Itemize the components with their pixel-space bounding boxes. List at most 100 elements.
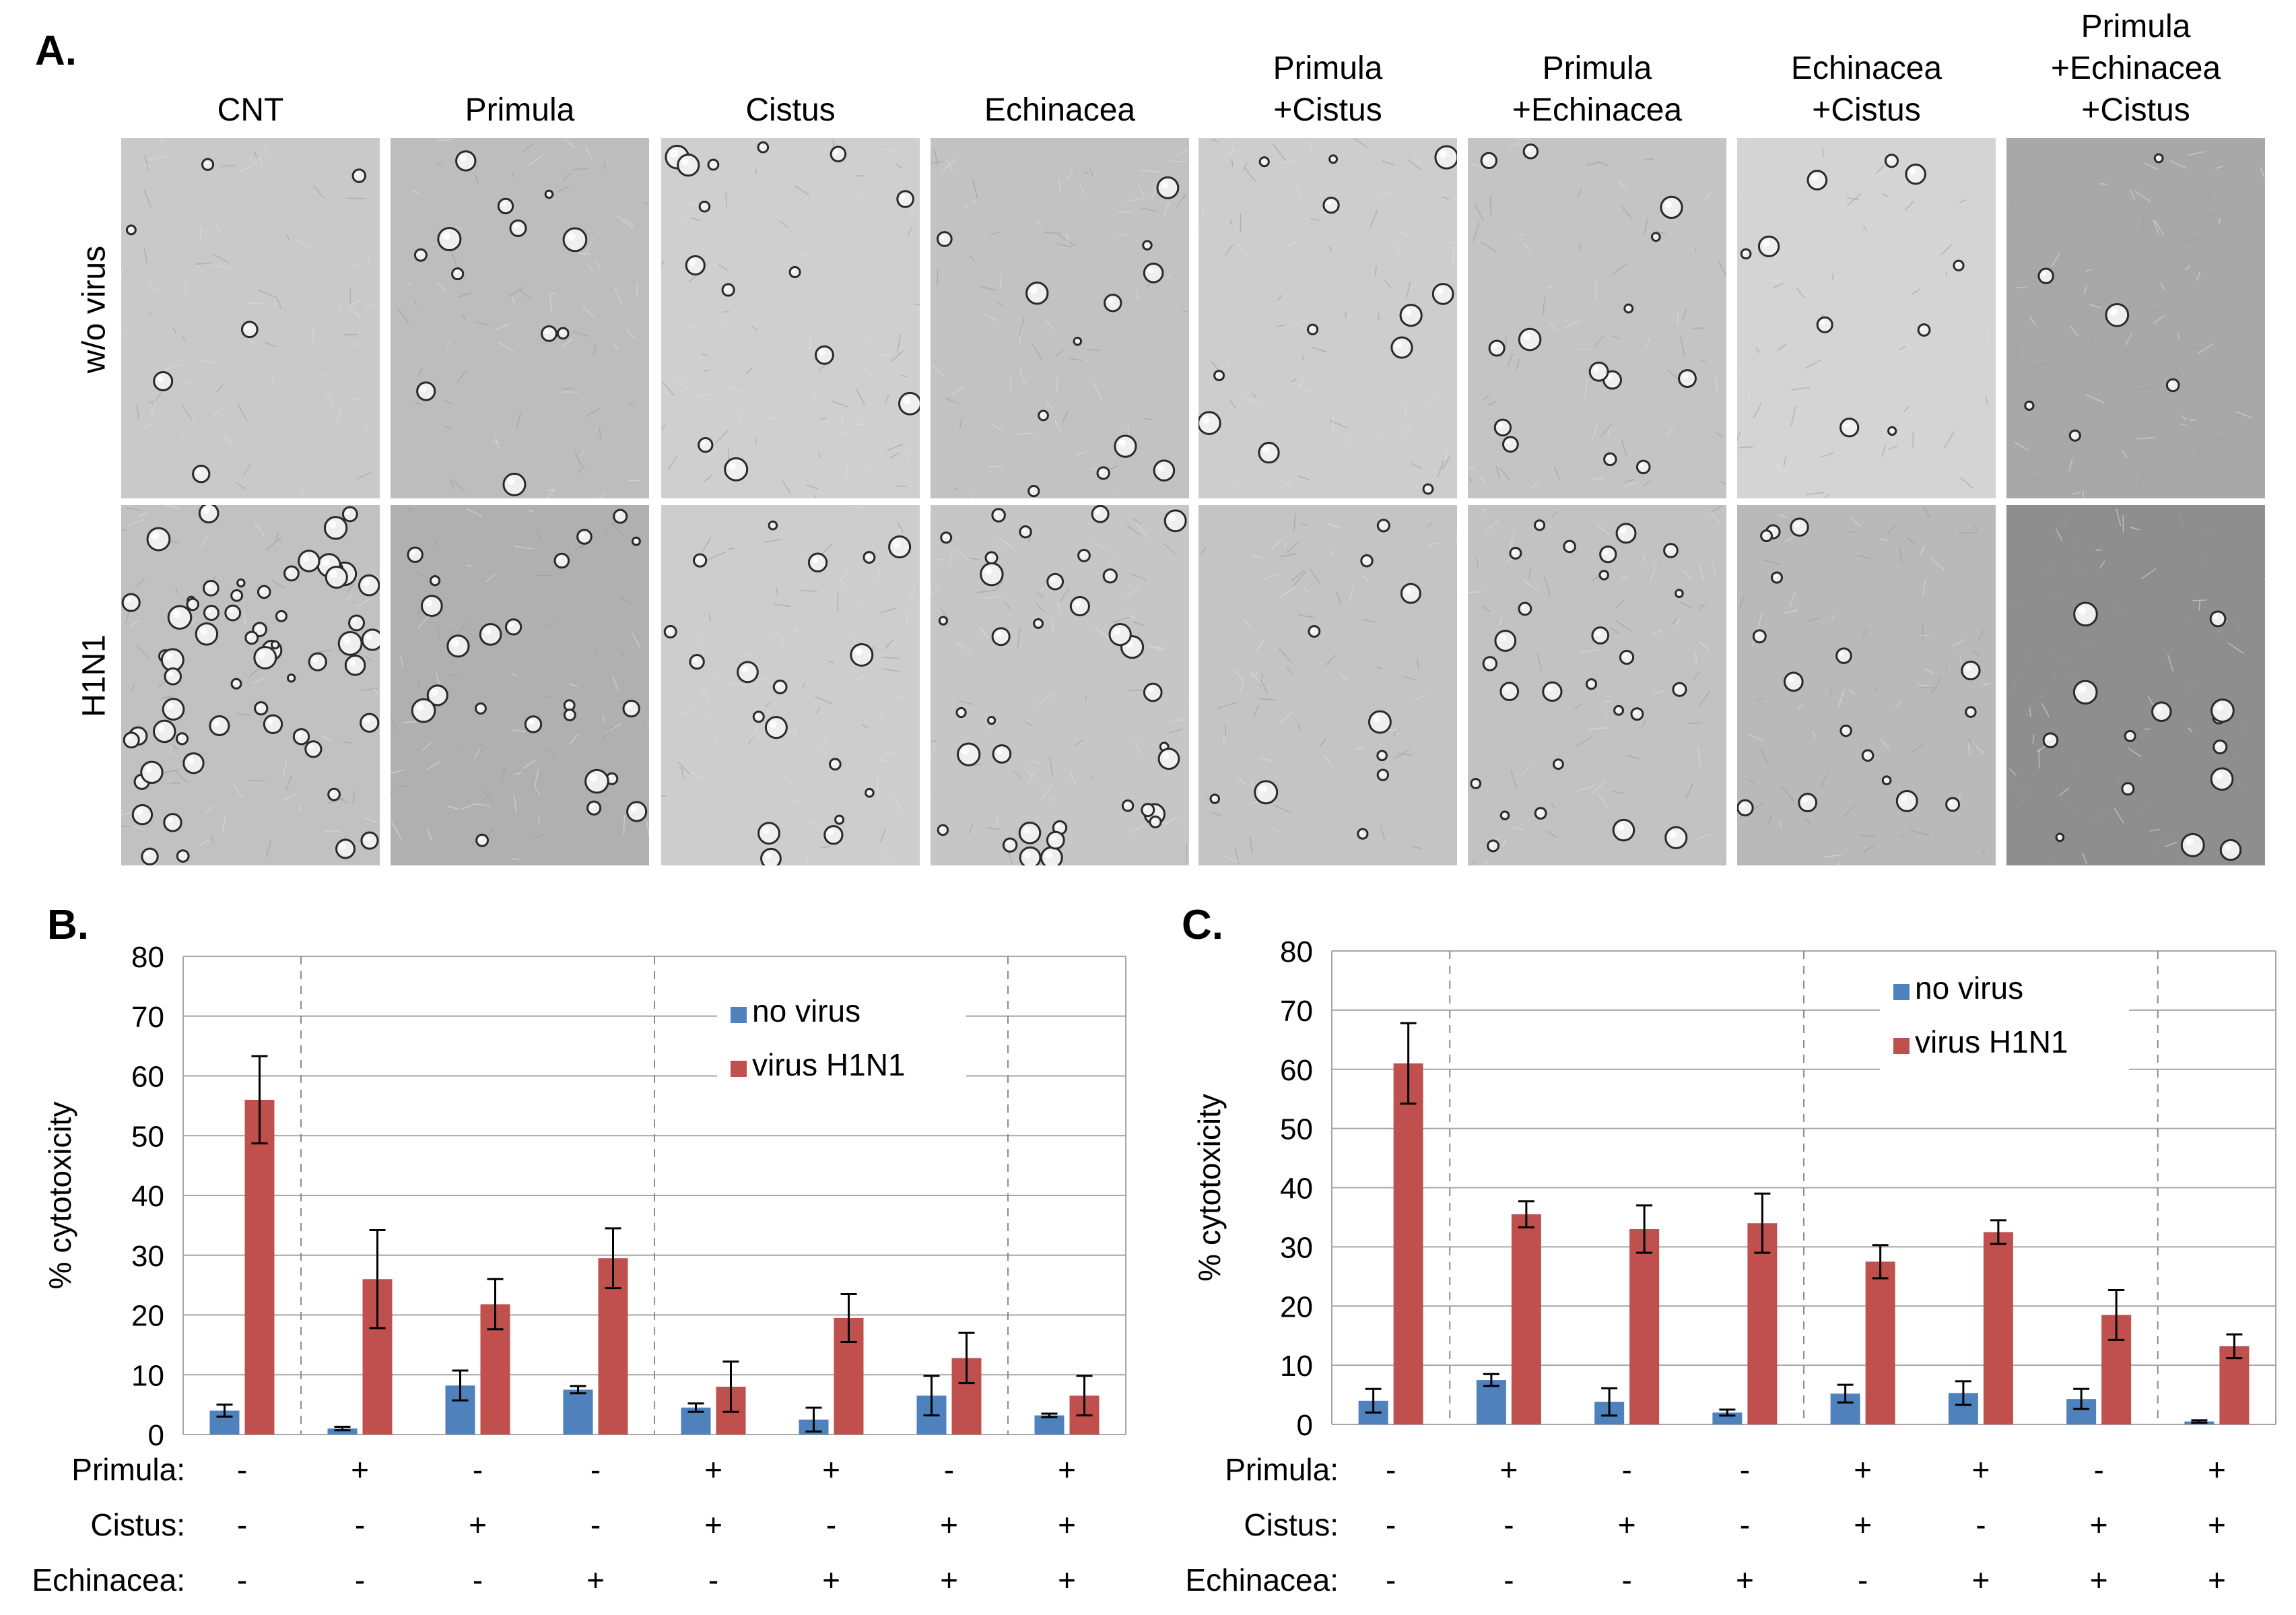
- chart-c-treatment-sign: -: [1386, 1562, 1396, 1597]
- micrograph-h1n1-5: [1468, 505, 1726, 865]
- chart-c-ytick-label: 10: [1280, 1350, 1313, 1383]
- micrograph-h1n1-0: [121, 505, 380, 865]
- chart-b-treatment-label: Cistus:: [90, 1507, 185, 1542]
- chart-b-treatment-sign: +: [940, 1562, 958, 1597]
- micrograph-no-virus-7: [2006, 138, 2265, 498]
- column-header-line: CNT: [121, 90, 380, 131]
- micrograph-h1n1-3: [931, 505, 1189, 865]
- chart-b-treatment-sign: -: [237, 1507, 247, 1542]
- chart-c-ytick-label: 30: [1280, 1231, 1313, 1264]
- chart-b-treatment-sign: -: [237, 1562, 247, 1597]
- chart-c-bar-virus-4: [1866, 1261, 1895, 1424]
- chart-b-treatment-sign: +: [822, 1452, 840, 1487]
- chart-c-treatment-sign: -: [1386, 1507, 1396, 1542]
- chart-b-treatment-label: Echinacea:: [32, 1562, 185, 1597]
- chart-c-treatment-sign: -: [1858, 1562, 1868, 1597]
- chart-c-treatment-sign: +: [2208, 1452, 2226, 1487]
- column-header-line: Cistus: [661, 90, 920, 131]
- chart-b-treatment-sign: +: [704, 1507, 722, 1542]
- micrograph-no-virus-4: [1198, 138, 1457, 498]
- chart-b-y-axis-label: % cytotoxicity: [42, 1102, 77, 1290]
- chart-b-treatment-sign: +: [940, 1507, 958, 1542]
- chart-b-treatment-sign: -: [590, 1507, 601, 1542]
- chart-c-treatment-sign: -: [1504, 1562, 1514, 1597]
- chart-c-ytick-label: 60: [1280, 1054, 1313, 1087]
- chart-c-treatment-sign: +: [1736, 1562, 1754, 1597]
- chart-b-ytick-label: 50: [131, 1120, 164, 1153]
- column-header-line: +Echinacea: [2006, 48, 2265, 90]
- chart-b-ytick-label: 60: [131, 1061, 164, 1094]
- chart-c-treatment-label: Primula:: [1225, 1452, 1339, 1487]
- panel-a-label: A.: [35, 27, 77, 75]
- chart-b-legend-swatch-no-virus: [731, 1007, 747, 1023]
- chart-c-treatment-sign: +: [1854, 1507, 1872, 1542]
- chart-c-treatment-sign: -: [1621, 1452, 1631, 1487]
- chart-b-treatment-sign: -: [355, 1507, 365, 1542]
- chart-c-treatment-sign: -: [1976, 1507, 1986, 1542]
- micrograph-h1n1-4: [1198, 505, 1457, 865]
- column-header-line: +Cistus: [2006, 90, 2265, 131]
- column-header-6: Echinacea+Cistus: [1737, 48, 1996, 131]
- micrograph-h1n1-7: [2006, 505, 2265, 865]
- chart-b-treatment-sign: -: [590, 1452, 601, 1487]
- column-header-line: Primula: [391, 90, 649, 131]
- column-header-2: Cistus: [661, 90, 920, 131]
- chart-b-treatment-sign: +: [822, 1562, 840, 1597]
- chart-b-bar-no-virus-3: [564, 1389, 593, 1435]
- chart-c-treatment-sign: +: [1618, 1507, 1636, 1542]
- column-header-line: Primula: [1198, 48, 1457, 90]
- chart-b-ytick-label: 40: [131, 1180, 164, 1213]
- column-header-line: +Echinacea: [1468, 90, 1726, 131]
- chart-b-ytick-label: 0: [148, 1419, 164, 1452]
- chart-b-treatment-sign: +: [1058, 1507, 1076, 1542]
- chart-c-ytick-label: 80: [1280, 935, 1313, 968]
- chart-c-legend-no-virus: no virus: [1915, 970, 2023, 1006]
- chart-b-treatment-sign: -: [944, 1452, 954, 1487]
- chart-c-treatment-sign: -: [2093, 1452, 2103, 1487]
- micrograph-h1n1-2: [661, 505, 920, 865]
- column-header-line: Echinacea: [1737, 48, 1996, 90]
- chart-b-treatment-sign: +: [704, 1452, 722, 1487]
- chart-c-bar-virus-0: [1394, 1063, 1423, 1424]
- chart-b-bar-no-virus-7: [1035, 1416, 1065, 1435]
- micrograph-no-virus-5: [1468, 138, 1726, 498]
- column-header-line: Primula: [2006, 6, 2265, 48]
- micrograph-no-virus-1: [391, 138, 649, 498]
- chart-c-treatment-sign: -: [1621, 1562, 1631, 1597]
- chart-b-treatment-sign: -: [826, 1507, 836, 1542]
- chart-c-ytick-label: 70: [1280, 995, 1313, 1028]
- chart-c-ytick-label: 0: [1297, 1409, 1313, 1442]
- column-header-7: Primula+Echinacea+Cistus: [2006, 6, 2265, 131]
- chart-b-legend-swatch-virus: [731, 1061, 747, 1077]
- chart-c-treatment-sign: -: [1386, 1452, 1396, 1487]
- chart-c-legend-swatch-no-virus: [1893, 984, 1910, 1000]
- chart-c-y-axis-label: % cytotoxicity: [1192, 1094, 1227, 1282]
- chart-c-bar-virus-5: [1984, 1232, 2013, 1424]
- micrograph-h1n1-6: [1737, 505, 1996, 865]
- chart-c-legend-swatch-virus: [1893, 1038, 1910, 1054]
- chart-b-legend-no-virus: no virus: [752, 993, 860, 1028]
- chart-b-treatment-sign: +: [469, 1507, 487, 1542]
- chart-c-legend-virus: virus H1N1: [1915, 1024, 2068, 1059]
- chart-c-treatment-label: Echinacea:: [1185, 1562, 1339, 1597]
- chart-c-bar-virus-2: [1629, 1229, 1659, 1424]
- chart-b-ytick-label: 80: [131, 941, 164, 974]
- chart-b-treatment-sign: -: [237, 1452, 247, 1487]
- chart-c-treatment-sign: +: [2208, 1562, 2226, 1597]
- micrograph-no-virus-6: [1737, 138, 1996, 498]
- chart-c-ytick-label: 20: [1280, 1290, 1313, 1323]
- chart-c-treatment-sign: +: [1971, 1452, 1990, 1487]
- chart-b-treatment-sign: +: [1058, 1452, 1076, 1487]
- chart-c-treatment-sign: -: [1740, 1507, 1750, 1542]
- chart-c-treatment-label: Cistus:: [1244, 1507, 1339, 1542]
- chart-c-treatment-sign: -: [1740, 1452, 1750, 1487]
- row-label-h1n1: H1N1: [76, 595, 113, 757]
- chart-b-treatment-sign: -: [473, 1452, 483, 1487]
- chart-c-ytick-label: 40: [1280, 1173, 1313, 1206]
- micrograph-no-virus-2: [661, 138, 920, 498]
- micrograph-no-virus-0: [121, 138, 380, 498]
- micrograph-h1n1-1: [391, 505, 649, 865]
